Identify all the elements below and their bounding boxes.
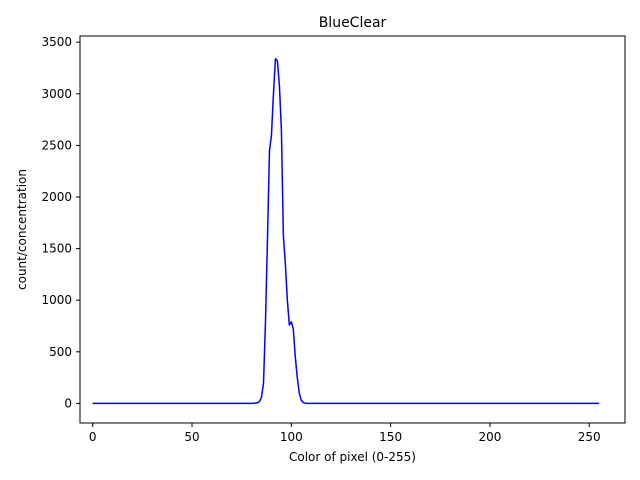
y-tick-label: 2500	[41, 138, 72, 152]
y-tick-label: 0	[64, 396, 72, 410]
y-axis-label: count/concentration	[15, 169, 29, 290]
chart-title: BlueClear	[319, 15, 387, 31]
x-tick-label: 200	[478, 430, 501, 444]
axes-frame	[79, 35, 626, 424]
y-tick-label: 1000	[41, 293, 72, 307]
x-axis-label: Color of pixel (0-255)	[289, 450, 416, 464]
y-tick-label: 3500	[41, 35, 72, 49]
x-tick-label: 150	[379, 430, 402, 444]
y-tick-label: 3000	[41, 87, 72, 101]
x-tick-label: 250	[578, 430, 601, 444]
x-tick-label: 100	[280, 430, 303, 444]
x-tick-label: 0	[89, 430, 97, 444]
y-tick-label: 1500	[41, 242, 72, 256]
x-axis: 0 50 100 150 200 250	[89, 423, 601, 444]
x-tick-label: 50	[184, 430, 199, 444]
series-line-0	[92, 57, 600, 405]
plot-area	[92, 57, 600, 405]
y-tick-label: 500	[49, 345, 72, 359]
y-tick-label: 2000	[41, 190, 72, 204]
y-axis: 0 500 1000 1500 2000 2500 3000 3500	[41, 35, 80, 410]
